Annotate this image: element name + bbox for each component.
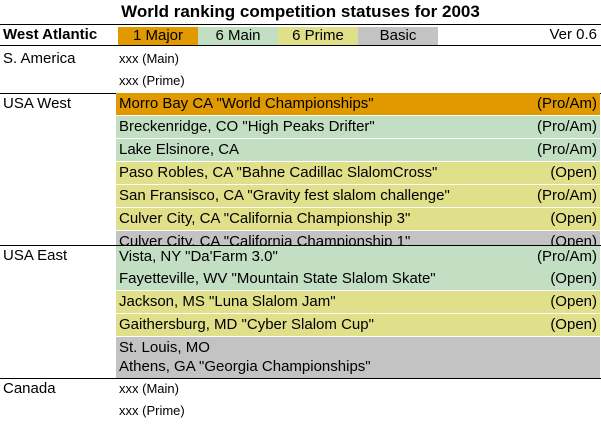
event-name: Gaithersburg, MD "Cyber Slalom Cup"	[119, 316, 374, 333]
table-row: Fayetteville, WV "Mountain State Slalom …	[116, 268, 600, 291]
event-name: Breckenridge, CO "High Peaks Drifter"	[119, 118, 375, 135]
region-label: West Atlantic	[3, 26, 98, 43]
table-row: Morro Bay CA "World Championships" (Pro/…	[116, 93, 600, 116]
region-usa-east: USA East	[3, 247, 68, 264]
legend-major: 1 Major	[118, 27, 198, 45]
event-name: Paso Robles, CA "Bahne Cadillac SlalomCr…	[119, 164, 438, 181]
table-row: Vista, NY "Da'Farm 3.0" (Pro/Am)	[116, 246, 600, 269]
event-name: Athens, GA "Georgia Championships"	[119, 358, 371, 375]
header-row: West Atlantic 1 Major 6 Main 6 Prime Bas…	[0, 24, 601, 46]
table-row: Breckenridge, CO "High Peaks Drifter" (P…	[116, 116, 600, 139]
event-status: (Pro/Am)	[537, 187, 597, 204]
event-status: (Pro/Am)	[537, 118, 597, 135]
event-name: Jackson, MS "Luna Slalom Jam"	[119, 293, 336, 310]
list-item: xxx (Prime)	[119, 403, 185, 418]
table-row: Gaithersburg, MD "Cyber Slalom Cup" (Ope…	[116, 314, 600, 337]
table-row: Paso Robles, CA "Bahne Cadillac SlalomCr…	[116, 162, 600, 185]
legend-main: 6 Main	[198, 27, 278, 45]
event-status: (Pro/Am)	[537, 248, 597, 265]
event-name: St. Louis, MO	[119, 339, 210, 356]
region-canada: Canada	[3, 380, 56, 397]
event-status: (Open)	[550, 270, 597, 287]
event-name: San Fransisco, CA "Gravity fest slalom c…	[119, 187, 450, 204]
page-title: World ranking competition statuses for 2…	[121, 2, 480, 21]
list-item: xxx (Main)	[119, 51, 179, 66]
event-status: (Pro/Am)	[537, 95, 597, 112]
list-item: xxx (Prime)	[119, 73, 185, 88]
event-status: (Open)	[550, 293, 597, 310]
event-name: Morro Bay CA "World Championships"	[119, 95, 374, 112]
region-s-america: S. America	[3, 50, 76, 67]
event-name: Lake Elsinore, CA	[119, 141, 240, 158]
event-name: Vista, NY "Da'Farm 3.0"	[119, 248, 278, 265]
table-row: Athens, GA "Georgia Championships"	[116, 356, 600, 379]
table-row: Culver City, CA "California Championship…	[116, 208, 600, 231]
event-name: Culver City, CA "California Championship…	[119, 210, 411, 227]
region-usa-west: USA West	[3, 95, 72, 112]
event-name: Fayetteville, WV "Mountain State Slalom …	[119, 270, 436, 287]
event-status: (Open)	[550, 164, 597, 181]
legend-prime: 6 Prime	[278, 27, 358, 45]
table-row: San Fransisco, CA "Gravity fest slalom c…	[116, 185, 600, 208]
section-divider	[0, 245, 601, 246]
section-divider	[0, 378, 601, 379]
list-item: xxx (Main)	[119, 381, 179, 396]
legend-basic: Basic	[358, 27, 438, 45]
table-row: Lake Elsinore, CA (Pro/Am)	[116, 139, 600, 162]
table-row: Jackson, MS "Luna Slalom Jam" (Open)	[116, 291, 600, 314]
version-label: Ver 0.6	[549, 26, 597, 43]
event-status: (Open)	[550, 210, 597, 227]
event-status: (Open)	[550, 316, 597, 333]
event-status: (Pro/Am)	[537, 141, 597, 158]
